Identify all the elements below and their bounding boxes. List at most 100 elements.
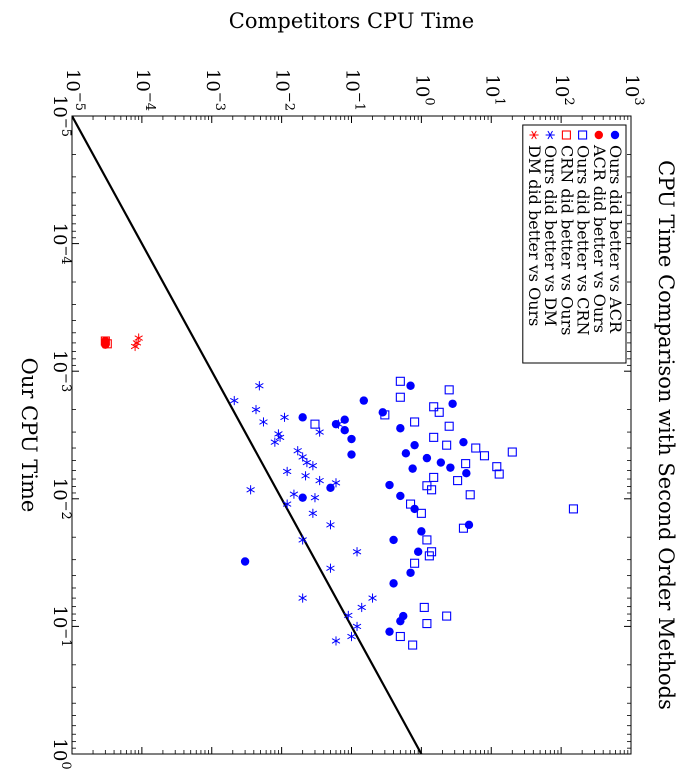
x-tick-exponent: −3 [58, 373, 73, 392]
star-stroke [357, 604, 366, 611]
data-point [410, 440, 419, 450]
data-point [340, 426, 349, 435]
star-stroke [293, 448, 302, 454]
data-point [347, 450, 356, 459]
data-point [368, 593, 377, 603]
legend-marker [610, 130, 620, 140]
star-stroke [368, 595, 377, 601]
data-point [417, 527, 426, 536]
y-tick-exponent: −2 [282, 92, 297, 111]
x-tick-exponent: −2 [58, 501, 73, 520]
data-point [347, 631, 356, 642]
data-point [102, 339, 112, 349]
data-point [298, 535, 307, 545]
data-point [408, 640, 418, 650]
y-axis-title: Competitors CPU Time [229, 9, 475, 33]
y-tick-exponent: 2 [562, 97, 577, 105]
data-point [492, 462, 502, 472]
legend-marker [594, 130, 603, 140]
data-point [446, 463, 455, 472]
data-point [442, 440, 452, 450]
data-point [315, 475, 324, 486]
data-point [442, 611, 452, 621]
data-point [396, 491, 405, 501]
legend-label: CRN did better vs Ours [557, 145, 576, 335]
data-point [259, 417, 268, 427]
data-point [331, 636, 341, 646]
data-point [347, 434, 356, 444]
data-point [334, 419, 343, 429]
series-3 [100, 336, 112, 349]
data-point [416, 508, 426, 518]
data-point [427, 485, 437, 495]
data-point [308, 508, 318, 519]
data-point [385, 627, 394, 636]
x-tick-exponent: −4 [58, 245, 73, 264]
x-tick-exponent: −1 [58, 628, 73, 647]
data-point [422, 619, 432, 629]
data-point [315, 427, 324, 437]
legend-label: Ours did better vs CRN [574, 145, 593, 335]
data-point [326, 563, 335, 573]
legend-label: DM did better vs Ours [525, 145, 544, 326]
data-point [429, 432, 439, 442]
star-stroke [283, 468, 292, 475]
data-point [389, 535, 398, 545]
data-point [494, 469, 504, 479]
data-point [326, 520, 335, 530]
data-point [422, 535, 432, 545]
x-tick-label: 10−2 [49, 478, 73, 520]
data-point [326, 483, 335, 493]
data-point [100, 336, 110, 346]
data-point [429, 402, 439, 412]
data-point [568, 504, 578, 514]
data-point [395, 392, 405, 402]
star-stroke [331, 480, 341, 486]
data-point [424, 551, 434, 561]
legend-marker [578, 130, 588, 140]
y-tick-exponent: −1 [352, 92, 367, 111]
data-point [396, 424, 405, 433]
data-point [436, 458, 446, 467]
star-stroke [259, 419, 268, 425]
series-2 [310, 376, 578, 650]
star-stroke [298, 595, 307, 601]
data-point [283, 499, 292, 509]
reference-line [72, 116, 423, 754]
data-point [465, 490, 475, 500]
star-stroke [270, 439, 279, 445]
data-point [429, 472, 439, 482]
data-point [352, 621, 362, 632]
data-point [406, 568, 415, 577]
data-point [395, 631, 405, 642]
data-point [310, 492, 320, 503]
star-stroke [331, 638, 341, 644]
data-point [134, 333, 143, 343]
data-point [444, 385, 454, 395]
y-tick-exponent: −4 [142, 92, 157, 111]
star-stroke [308, 463, 318, 469]
y-tick-label: 10−3 [202, 69, 228, 111]
data-point [458, 523, 468, 533]
data-point [434, 407, 444, 417]
data-point [399, 611, 408, 621]
star-stroke [289, 491, 299, 497]
series-5 [130, 333, 143, 352]
data-point [378, 408, 387, 417]
data-point [246, 485, 255, 495]
data-point [331, 478, 341, 488]
data-point [344, 610, 353, 621]
star-stroke [130, 343, 140, 350]
star-stroke [132, 340, 142, 346]
star-stroke [326, 565, 335, 571]
data-point [352, 547, 362, 557]
data-point [507, 447, 517, 457]
star-stroke [274, 431, 283, 437]
data-point [453, 476, 463, 486]
star-stroke [251, 407, 261, 413]
star-stroke [334, 421, 343, 427]
data-point [464, 520, 474, 530]
data-point [461, 459, 471, 469]
star-stroke [315, 429, 324, 435]
